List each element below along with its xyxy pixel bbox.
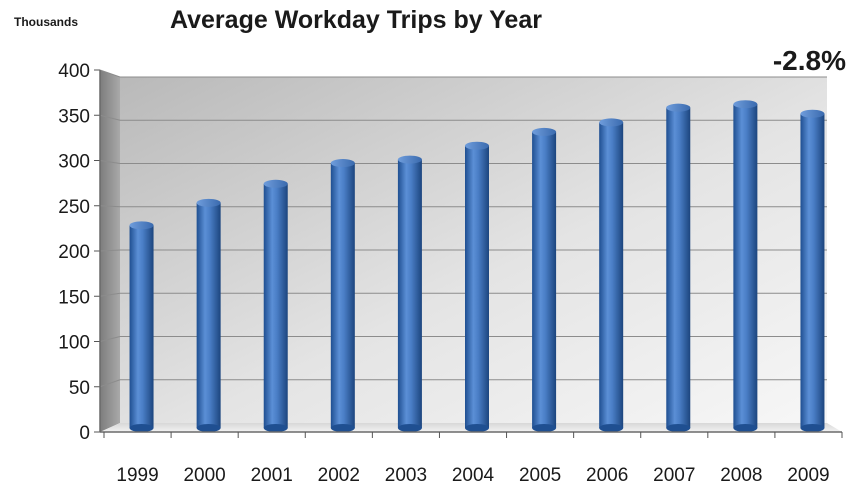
bar-2006 <box>599 118 624 432</box>
bar-base <box>599 424 624 432</box>
x-tick-label: 2003 <box>385 465 427 486</box>
bar-body <box>532 131 557 428</box>
gridline-side <box>99 114 121 121</box>
bar-2002 <box>330 159 355 432</box>
bar-cap <box>666 103 691 112</box>
bar-2007 <box>666 103 691 432</box>
bars <box>129 100 825 432</box>
bar-2008 <box>733 100 758 432</box>
bar-body <box>196 202 221 428</box>
chart-title: Average Workday Trips by Year <box>170 6 542 34</box>
bar-body <box>733 104 758 428</box>
bar-body <box>599 122 624 428</box>
y-tick-label: 400 <box>58 61 90 82</box>
bar-base <box>800 424 825 432</box>
y-tick-label: 50 <box>69 378 90 399</box>
y-tick-label: 300 <box>58 152 90 173</box>
bar-2001 <box>263 179 288 432</box>
x-tick-label: 2001 <box>251 465 293 486</box>
x-tick-label: 2007 <box>653 465 695 486</box>
bar-cap <box>397 155 422 164</box>
bar-body <box>129 225 154 428</box>
y-tick-label: 350 <box>58 106 90 127</box>
bar-cap <box>263 179 288 188</box>
bar-2005 <box>532 127 557 432</box>
bar-2000 <box>196 198 221 432</box>
bar-cap <box>532 127 557 136</box>
bar-1999 <box>129 221 154 432</box>
gridline-side <box>99 160 121 164</box>
bar-base <box>196 424 221 432</box>
bar-cap <box>733 100 758 109</box>
bar-2004 <box>465 141 489 432</box>
y-axis-label: Thousands <box>14 15 78 29</box>
x-tick-label: 2008 <box>720 465 762 486</box>
x-tick-labels: 1999 2000 2001 2002 2003 2004 2005 2006 2007 2008… <box>116 465 829 486</box>
x-tick-label: 2009 <box>787 465 829 486</box>
bar-base <box>532 424 557 432</box>
x-tick-label: 2002 <box>318 465 360 486</box>
bar-body <box>263 183 288 428</box>
gridline-side <box>99 69 121 78</box>
gridline-side <box>99 292 121 297</box>
bar-body <box>666 107 691 429</box>
bar-body <box>330 163 355 429</box>
bar-base <box>465 424 489 432</box>
y-tick-label: 100 <box>58 333 90 354</box>
gridline-side <box>99 249 121 252</box>
bar-cap <box>800 109 825 118</box>
gridline-side <box>99 379 121 388</box>
bar-body <box>397 159 422 428</box>
x-tick-label: 2000 <box>183 465 225 486</box>
change-annotation: -2.8% <box>773 45 846 76</box>
bar-2003 <box>397 155 422 432</box>
bar-body <box>800 113 825 429</box>
y-tick-label: 250 <box>58 197 90 218</box>
gridline-side <box>99 336 121 342</box>
x-tick-label: 2004 <box>452 465 495 486</box>
x-tick-label: 1999 <box>116 465 158 486</box>
x-tick-label: 2005 <box>519 465 561 486</box>
bar-base <box>330 424 355 432</box>
bar-cap <box>330 159 355 168</box>
bar-2009 <box>800 109 825 432</box>
y-tick-label: 150 <box>58 287 90 308</box>
y-tick-label: 0 <box>79 423 90 444</box>
bar-body <box>465 145 489 429</box>
bar-base <box>397 424 422 432</box>
bar-cap <box>465 141 489 150</box>
bar-base <box>666 424 691 432</box>
axes <box>99 70 843 438</box>
bar-base <box>129 424 154 432</box>
x-tick-label: 2006 <box>586 465 628 486</box>
gridline-side <box>99 205 121 208</box>
bar-cap <box>129 221 154 230</box>
bar-cap <box>599 118 624 127</box>
y-tick-labels: 0 50 100 150 200 250 300 350 400 <box>58 61 90 444</box>
bar-base <box>733 424 758 432</box>
bar-cap <box>196 198 221 207</box>
bar-base <box>263 424 288 432</box>
y-tick-label: 200 <box>58 242 90 263</box>
